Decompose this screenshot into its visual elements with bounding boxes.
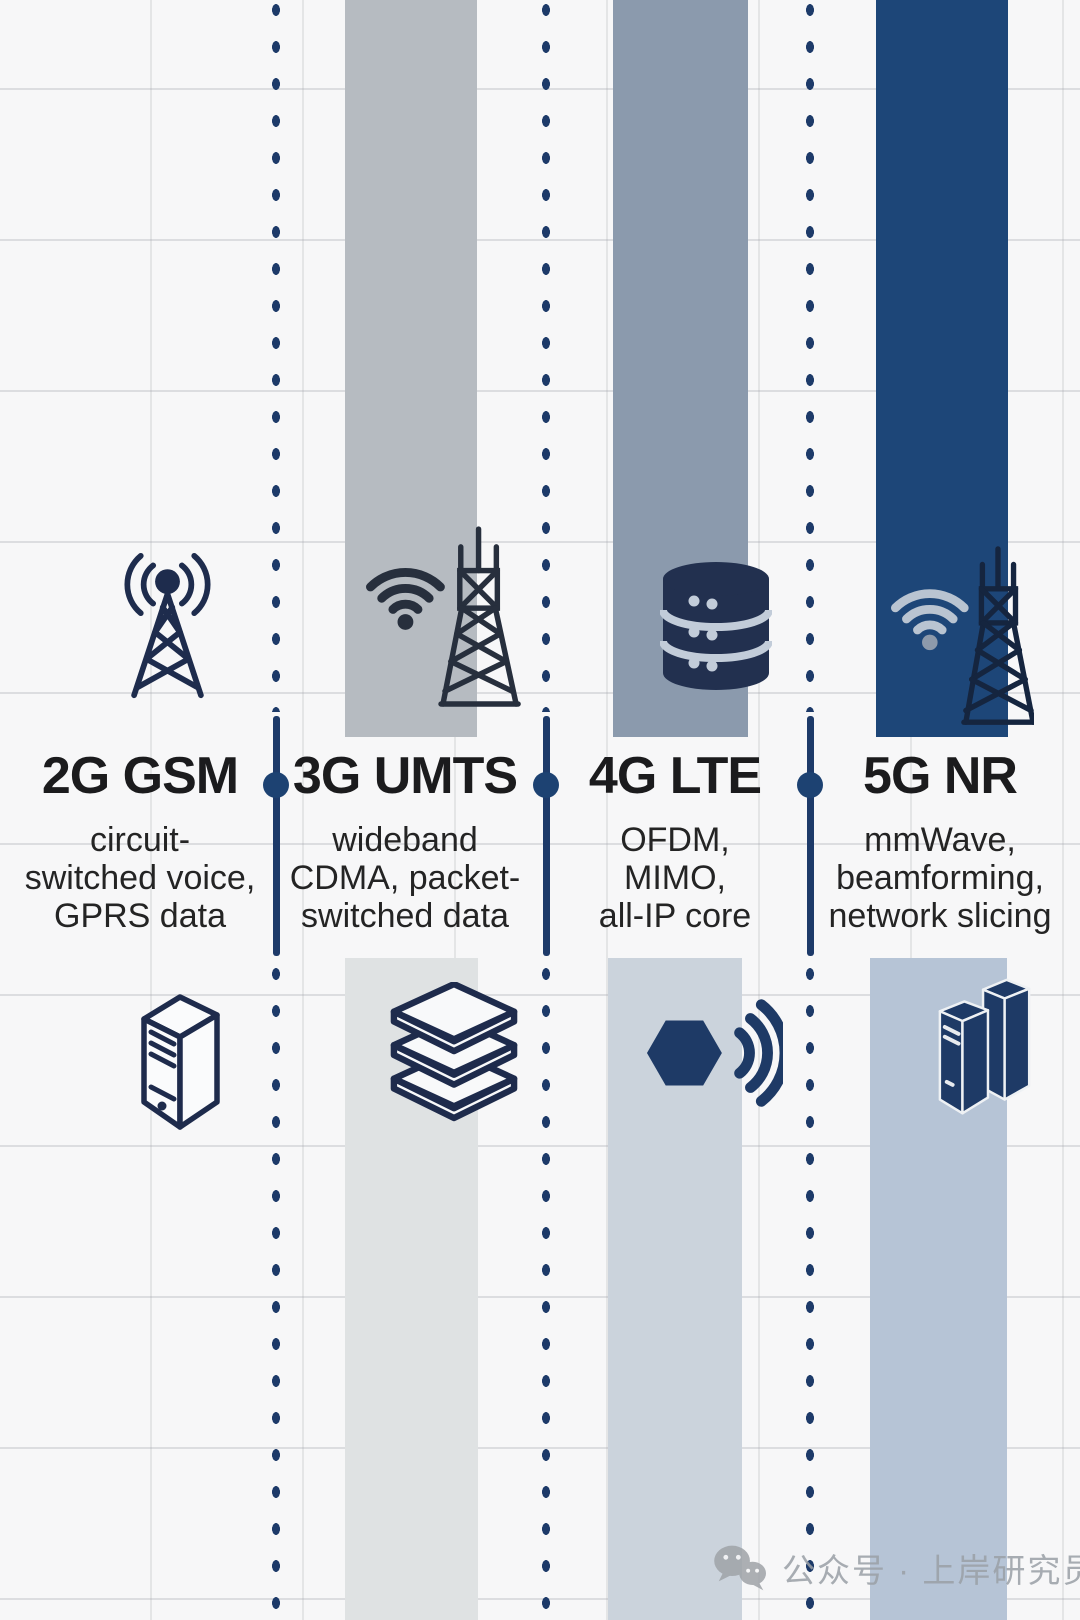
wifi-tower-icon bbox=[358, 523, 526, 721]
separator-solid bbox=[807, 716, 814, 956]
separator-dotted-top bbox=[804, 0, 816, 712]
separator-node-dot bbox=[263, 772, 289, 798]
column-title-4g: 4G LTE bbox=[588, 747, 762, 805]
separator-dotted-bottom bbox=[270, 964, 282, 1620]
dual-server-icon bbox=[932, 972, 1040, 1134]
stacked-layers-icon bbox=[388, 980, 520, 1135]
separator-dotted-top bbox=[540, 0, 552, 712]
separator-dotted-bottom bbox=[540, 964, 552, 1620]
signal-beam-icon bbox=[645, 982, 791, 1130]
column-desc-4g: OFDM, MIMO, all-IP core bbox=[598, 821, 752, 935]
column-desc-5g: mmWave, beamforming, network slicing bbox=[828, 821, 1052, 935]
watermark-text: 公众号 · 上岸研究员 bbox=[782, 1552, 1080, 1589]
database-stack-icon bbox=[659, 560, 773, 697]
separator-node-dot bbox=[533, 772, 559, 798]
server-tower-icon bbox=[130, 975, 230, 1140]
column-desc-3g: wideband CDMA, packet- switched data bbox=[289, 821, 521, 935]
watermark: 公众号 · 上岸研究员 bbox=[712, 1543, 1080, 1593]
column-title-5g: 5G NR bbox=[863, 747, 1018, 805]
column-desc-2g: circuit- switched voice, GPRS data bbox=[24, 821, 256, 935]
wechat-icon bbox=[714, 1545, 766, 1591]
separator-dotted-top bbox=[270, 0, 282, 712]
separator-node-dot bbox=[797, 772, 823, 798]
cell-tower-signal-icon bbox=[115, 550, 220, 708]
wifi-tower-icon bbox=[886, 545, 1037, 735]
separator-solid bbox=[273, 716, 280, 956]
band-3g-top bbox=[345, 0, 477, 737]
separator-dotted-bottom bbox=[804, 964, 816, 1620]
separator-solid bbox=[543, 716, 550, 956]
column-title-2g: 2G GSM bbox=[41, 747, 239, 805]
column-title-3g: 3G UMTS bbox=[292, 747, 518, 805]
